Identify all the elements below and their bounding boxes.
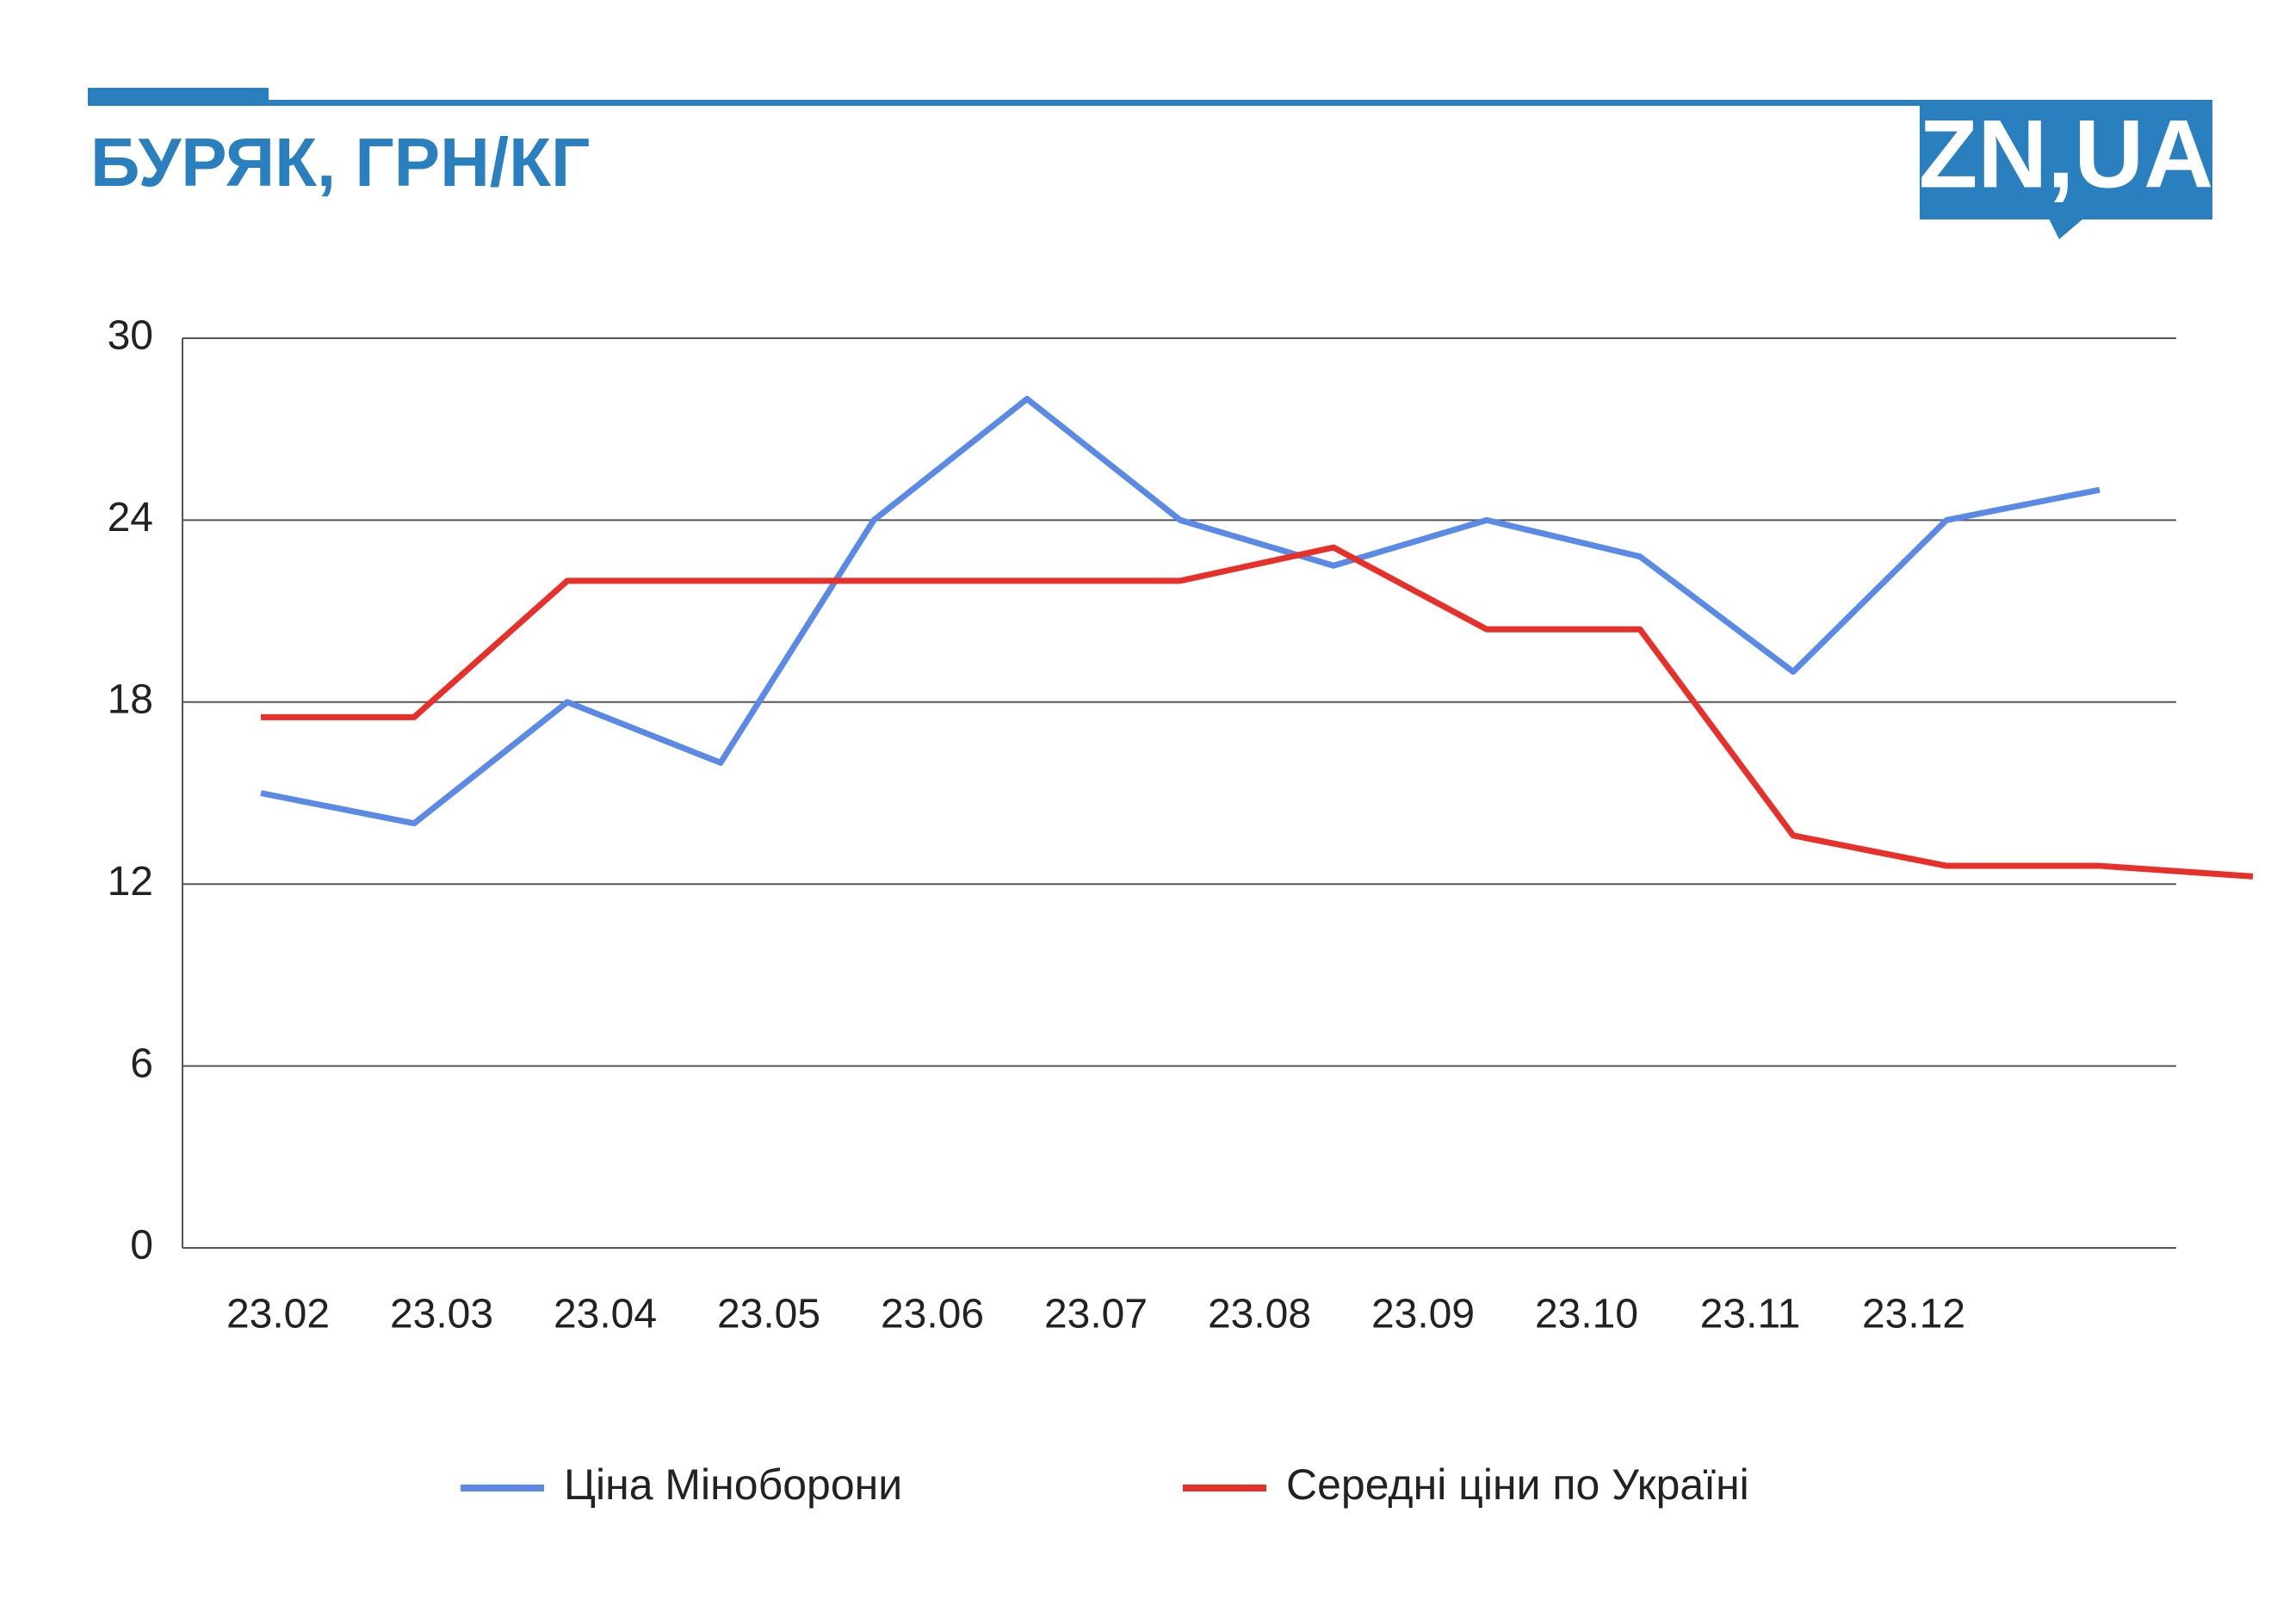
x-tick-label: 23.09 — [1371, 1292, 1475, 1337]
x-tick-label: 23.03 — [390, 1292, 493, 1337]
x-tick-label: 23.10 — [1535, 1292, 1638, 1337]
x-tick-label: 23.06 — [881, 1292, 984, 1337]
y-tick-label: 6 — [130, 1040, 153, 1086]
x-tick-label: 23.07 — [1044, 1292, 1148, 1337]
y-tick-label: 12 — [108, 859, 153, 905]
logo-box — [1920, 100, 2212, 219]
y-tick-label: 0 — [130, 1223, 153, 1269]
x-tick-label: 23.02 — [226, 1292, 330, 1337]
series-line — [260, 395, 2100, 827]
logo: ZN,UA — [1919, 101, 2213, 208]
x-tick-label: 23.12 — [1862, 1292, 1965, 1337]
x-tick-label: 23.08 — [1208, 1292, 1311, 1337]
chart-title: БУРЯК, ГРН/КГ — [90, 124, 590, 201]
series-line — [261, 544, 2254, 880]
y-tick-label: 24 — [108, 495, 153, 540]
y-tick-label: 18 — [108, 676, 153, 722]
x-tick-label: 23.11 — [1700, 1292, 1801, 1337]
x-tick-label: 23.04 — [554, 1292, 657, 1337]
x-tick-label: 23.05 — [717, 1292, 820, 1337]
y-tick-label: 30 — [108, 313, 153, 359]
header-rule — [88, 100, 1930, 106]
logo-tail — [2049, 219, 2083, 239]
legend-label: Середні ціни по Україні — [1286, 1460, 1749, 1509]
legend-label: Ціна Міноборони — [564, 1460, 902, 1509]
